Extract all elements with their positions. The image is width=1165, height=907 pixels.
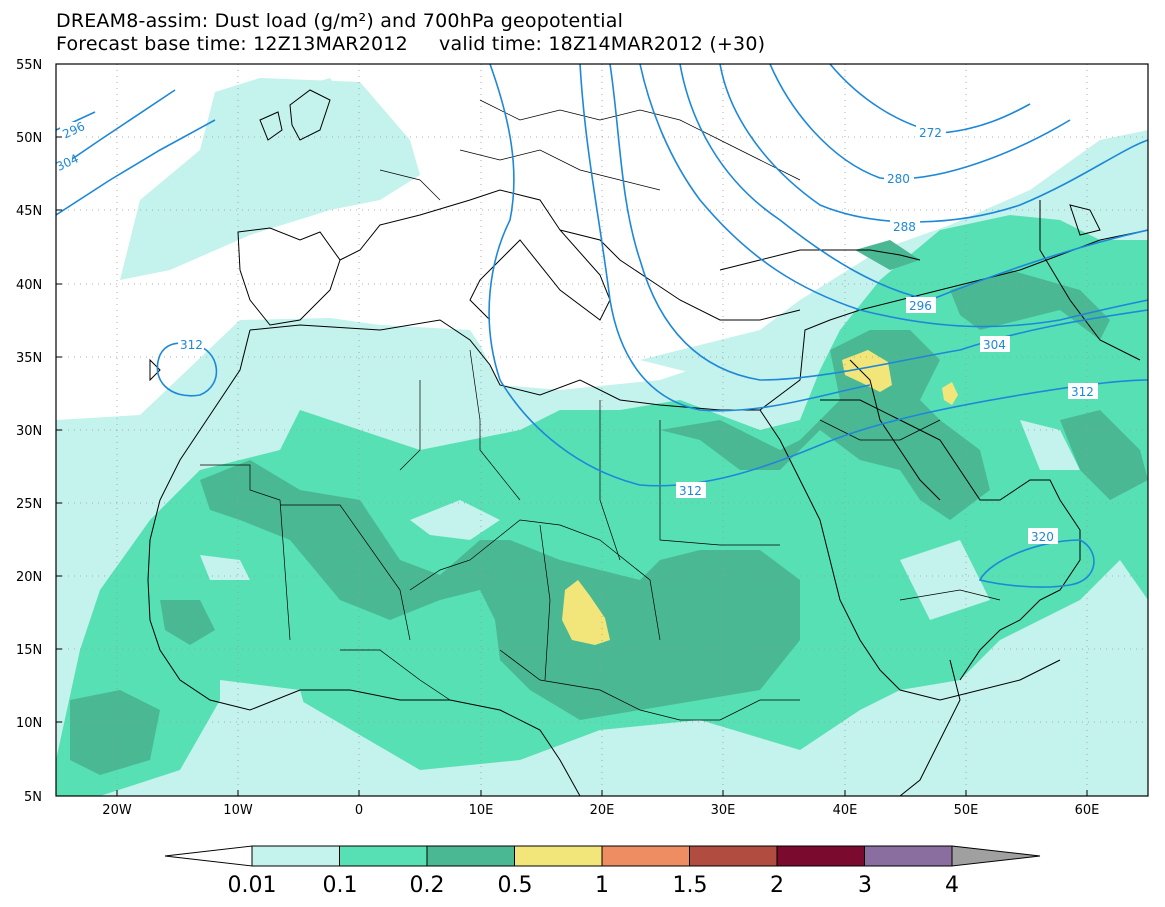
latitude-labels: 55N 50N 45N 40N 35N 30N 25N 20N 15N 10N … bbox=[16, 58, 42, 805]
contour-label: 312 bbox=[679, 484, 702, 498]
dust-level-02 bbox=[70, 240, 1148, 775]
colorbar-swatch bbox=[251, 845, 340, 867]
colorbar-swatch bbox=[689, 845, 778, 867]
axis-ticks bbox=[56, 136, 1088, 796]
plot-title-line1: DREAM8-assim: Dust load (g/m²) and 700hP… bbox=[56, 10, 624, 32]
coastlines bbox=[147, 89, 1148, 796]
colorbar-label: 0.5 bbox=[498, 873, 533, 898]
colorbar-under-arrow bbox=[164, 845, 253, 867]
lat-label: 40N bbox=[16, 278, 42, 293]
colorbar-label: 3 bbox=[858, 873, 872, 898]
colorbar-label: 2 bbox=[770, 873, 784, 898]
lon-label: 50E bbox=[954, 803, 979, 818]
lon-label: 60E bbox=[1075, 803, 1100, 818]
lat-label: 50N bbox=[16, 131, 42, 146]
contour-label: 312 bbox=[180, 338, 203, 352]
colorbar-label: 1.5 bbox=[673, 873, 708, 898]
contour-label: 320 bbox=[1031, 530, 1054, 544]
colorbar-label: 1 bbox=[595, 873, 609, 898]
country-borders bbox=[200, 99, 1001, 721]
colorbar-swatch bbox=[426, 845, 515, 867]
colorbar-swatch bbox=[776, 845, 865, 867]
contour-label: 280 bbox=[887, 172, 910, 186]
dust-level-05 bbox=[562, 350, 958, 645]
lat-label: 25N bbox=[16, 497, 42, 512]
contour-label: 296 bbox=[909, 299, 932, 313]
colorbar-label: 0.1 bbox=[323, 873, 358, 898]
contour-label: 312 bbox=[1071, 385, 1094, 399]
colorbar-label: 0.2 bbox=[410, 873, 445, 898]
lon-label: 10W bbox=[223, 803, 253, 818]
lat-label: 10N bbox=[16, 716, 42, 731]
lat-label: 20N bbox=[16, 570, 42, 585]
contour-label: 288 bbox=[893, 220, 916, 234]
colorbar-labels: 0.01 0.1 0.2 0.5 1 1.5 2 3 4 bbox=[228, 873, 959, 898]
lat-label: 55N bbox=[16, 58, 42, 73]
plot-title-line2: Forecast base time: 12Z13MAR2012 valid t… bbox=[56, 33, 766, 55]
lon-label: 40E bbox=[833, 803, 858, 818]
lat-label: 15N bbox=[16, 643, 42, 658]
colorbar-swatch bbox=[514, 845, 603, 867]
colorbar-swatch bbox=[601, 845, 690, 867]
graticule bbox=[56, 64, 1148, 796]
lat-label: 5N bbox=[24, 790, 42, 805]
lon-label: 10E bbox=[469, 803, 494, 818]
lat-label: 45N bbox=[16, 204, 42, 219]
contour-label: 304 bbox=[983, 338, 1006, 352]
lon-label: 20W bbox=[102, 803, 132, 818]
colorbar-swatch bbox=[339, 845, 428, 867]
geopotential-contours bbox=[56, 64, 1148, 588]
colorbar bbox=[164, 845, 1041, 867]
colorbar-label: 4 bbox=[945, 873, 959, 898]
colorbar-label: 0.01 bbox=[228, 873, 277, 898]
contour-label: 272 bbox=[919, 126, 942, 140]
longitude-labels: 20W 10W 0 10E 20E 30E 40E 50E 60E bbox=[102, 803, 1099, 818]
lat-label: 35N bbox=[16, 351, 42, 366]
lat-label: 30N bbox=[16, 424, 42, 439]
lon-label: 30E bbox=[711, 803, 736, 818]
contour-label-group: 296 304 312 312 272 280 288 296 304 312 … bbox=[54, 119, 1098, 544]
dust-level-001-holes bbox=[200, 420, 1080, 790]
lon-label: 0 bbox=[355, 803, 363, 818]
colorbar-swatch bbox=[864, 845, 953, 867]
colorbar-over-arrow bbox=[951, 845, 1041, 867]
lon-label: 20E bbox=[590, 803, 615, 818]
